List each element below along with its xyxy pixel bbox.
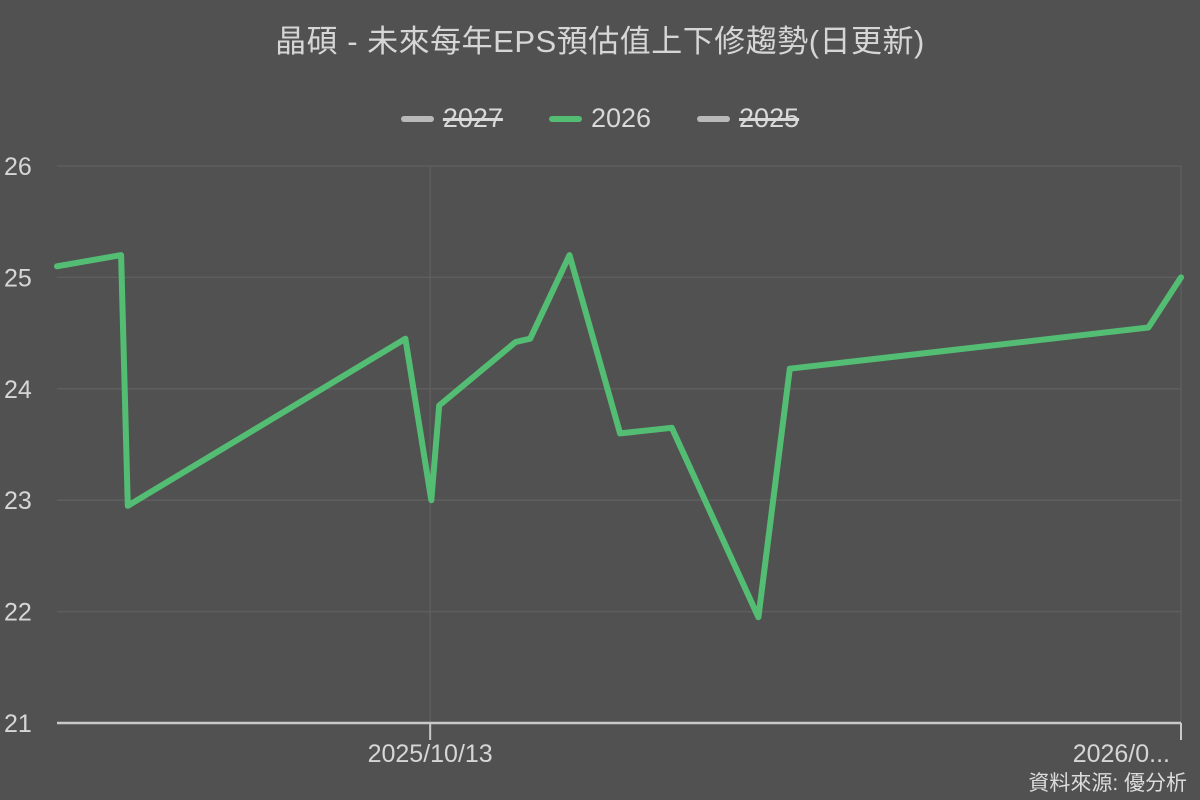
legend-item-2027[interactable]: 2027: [400, 103, 503, 134]
source-attribution: 資料來源: 優分析: [1028, 772, 1187, 795]
y-axis-label: 21: [4, 710, 32, 738]
y-axis-label: 23: [4, 487, 32, 515]
series-swatch-2026: [548, 115, 582, 122]
y-axis-label: 26: [4, 153, 32, 181]
legend-label-2027: 2027: [442, 103, 503, 133]
y-axis-label: 25: [4, 264, 32, 292]
legend-item-2025[interactable]: 2025: [697, 103, 799, 134]
x-axis-label: 2025/10/13: [368, 740, 493, 768]
legend-label-2025: 2025: [739, 103, 800, 133]
y-axis-label: 24: [4, 376, 32, 404]
chart-title: 晶碩 - 未來每年EPS預估值上下修趨勢(日更新): [275, 24, 925, 59]
y-axis-label: 22: [4, 599, 32, 627]
x-axis-label: 2026/0...: [1073, 740, 1170, 768]
series-swatch-2027: [400, 115, 434, 122]
legend-item-2026[interactable]: 2026: [548, 103, 652, 134]
legend: 2027 2026 2025: [0, 103, 1200, 134]
series-line-2026: [54, 252, 1184, 621]
legend-label-2026: 2026: [590, 103, 652, 133]
series-swatch-2025: [697, 115, 731, 122]
